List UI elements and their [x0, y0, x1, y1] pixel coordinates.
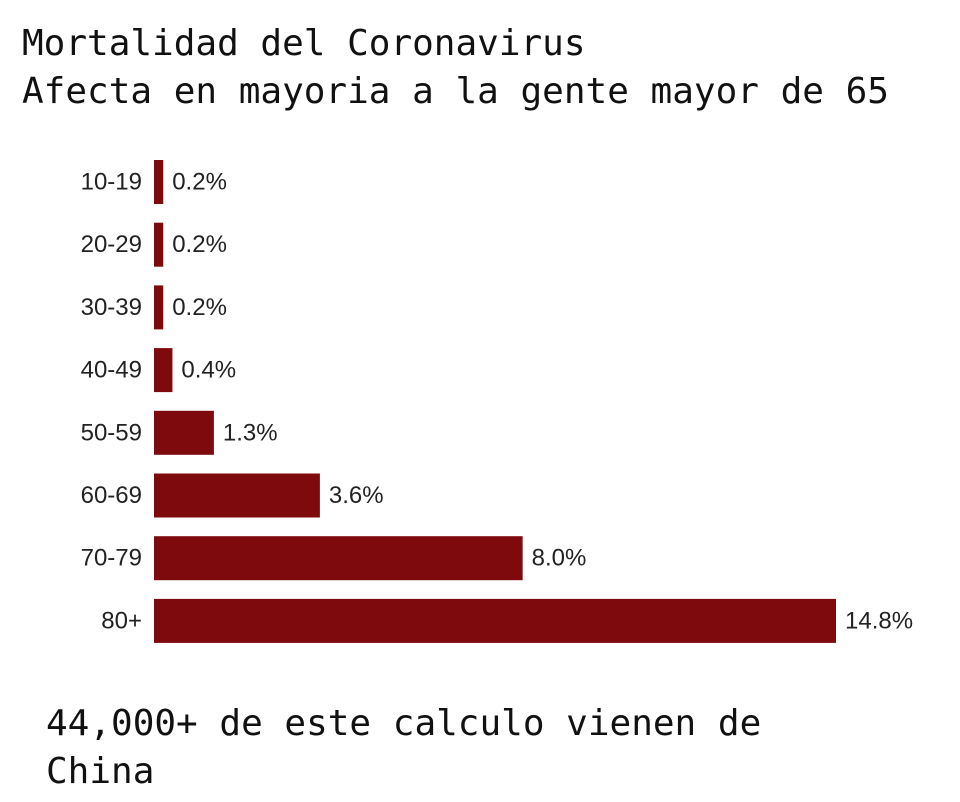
category-label: 70-79	[81, 545, 142, 572]
bar	[154, 536, 523, 581]
value-label: 0.2%	[172, 231, 227, 258]
bar	[154, 160, 164, 204]
category-label: 30-39	[81, 294, 142, 321]
bar-chart: 10-19 0.2% 20-29 0.2% 30-39 0.2% 40-49 0.4% 50-5…	[81, 160, 913, 643]
chart-subtitle: Afecta en mayoria a la gente mayor de 65	[22, 71, 889, 112]
value-label: 1.3%	[223, 419, 278, 446]
bar	[154, 348, 173, 393]
value-label: 0.2%	[172, 294, 227, 321]
category-label: 40-49	[81, 357, 142, 384]
category-label: 20-29	[81, 231, 142, 258]
value-label: 3.6%	[329, 482, 384, 509]
bar	[154, 473, 320, 518]
category-label: 60-69	[81, 482, 142, 509]
bar	[154, 222, 164, 267]
value-label: 14.8%	[845, 607, 913, 634]
category-label: 50-59	[81, 419, 142, 446]
chart-title: Mortalidad del Coronavirus	[22, 23, 586, 64]
category-label: 80+	[101, 607, 142, 634]
bar	[154, 285, 164, 330]
value-label: 0.2%	[172, 169, 227, 196]
value-label: 0.4%	[181, 357, 236, 384]
chart-title-block: Mortalidad del Coronavirus Afecta en may…	[22, 20, 889, 116]
category-label: 10-19	[81, 169, 142, 196]
value-label: 8.0%	[532, 545, 587, 572]
bar	[154, 598, 836, 643]
chart-footnote: 44,000+ de este calculo vienen de China	[46, 703, 762, 792]
bar	[154, 410, 214, 455]
